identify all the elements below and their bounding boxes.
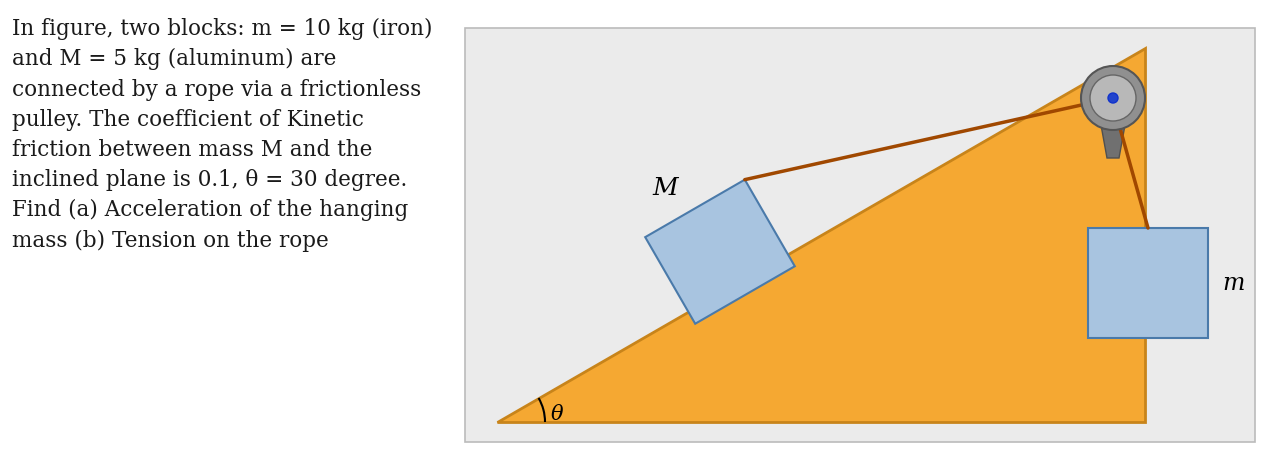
Circle shape: [1081, 66, 1145, 130]
Text: In figure, two blocks: m = 10 kg (iron)
and M = 5 kg (aluminum) are
connected by: In figure, two blocks: m = 10 kg (iron) …: [12, 18, 432, 252]
Text: θ: θ: [551, 404, 564, 424]
Circle shape: [1108, 93, 1118, 103]
FancyBboxPatch shape: [465, 28, 1255, 442]
Polygon shape: [497, 48, 1145, 422]
Circle shape: [1090, 75, 1136, 121]
Polygon shape: [645, 180, 795, 324]
FancyBboxPatch shape: [1088, 228, 1208, 338]
Text: M: M: [653, 177, 678, 200]
Text: m: m: [1222, 272, 1245, 295]
Polygon shape: [1101, 125, 1126, 158]
